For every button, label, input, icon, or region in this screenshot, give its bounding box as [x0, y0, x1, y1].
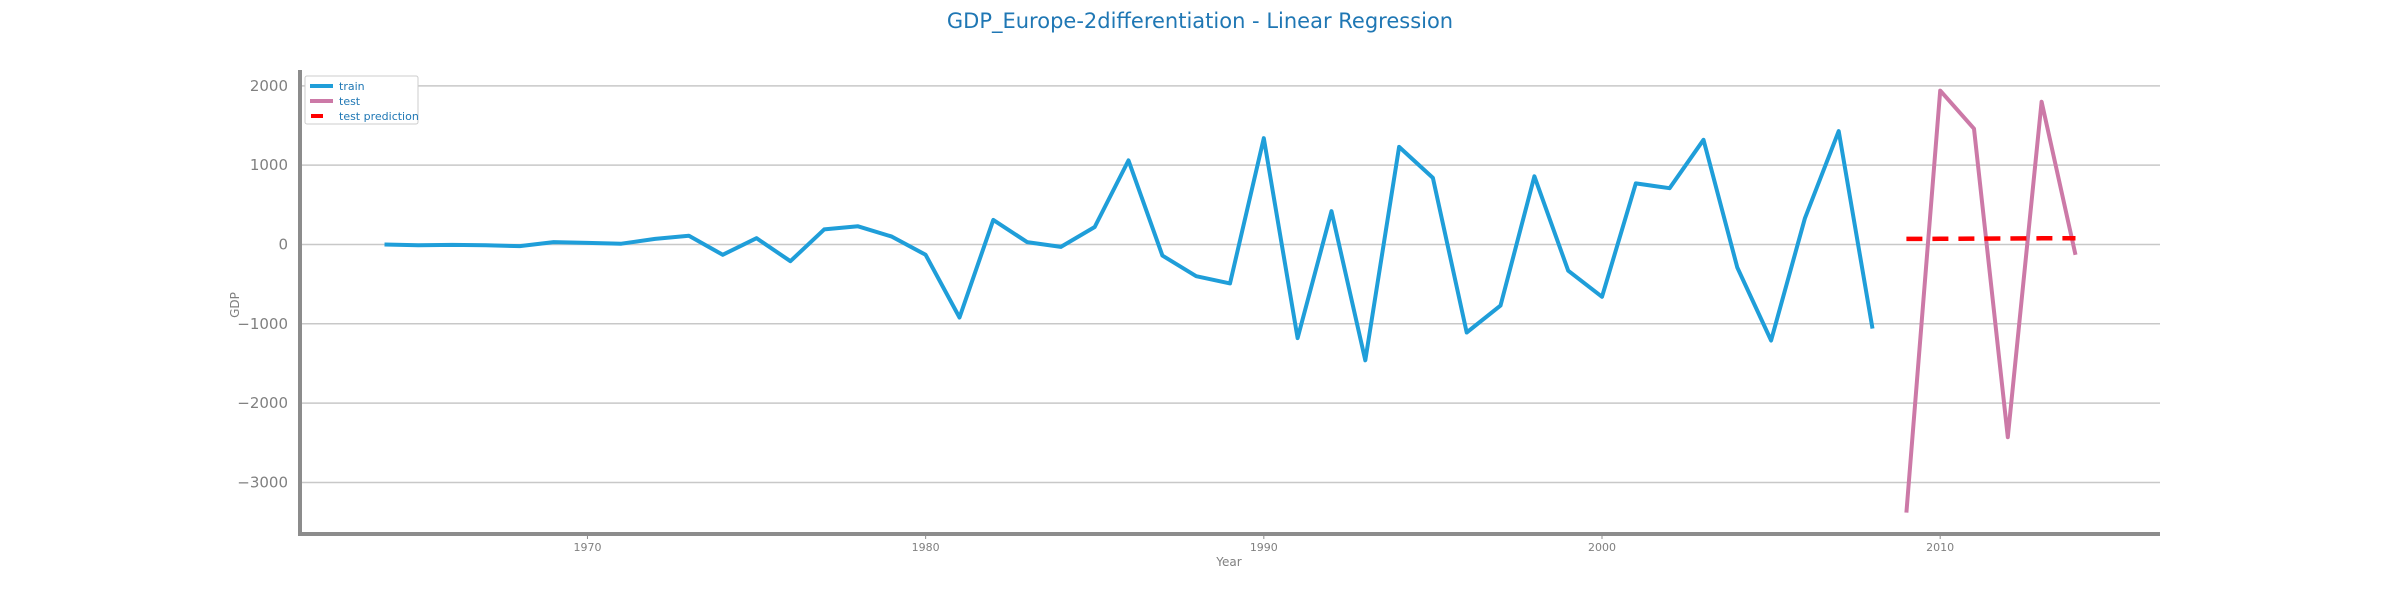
- x-tick-label: 1990: [1250, 541, 1278, 554]
- y-ticks: −3000 −2000 −1000 0 1000 2000: [237, 77, 288, 492]
- y-tick-label: 2000: [250, 77, 288, 95]
- axes: [298, 70, 2160, 536]
- y-tick-label: −3000: [237, 473, 288, 491]
- x-tick-label: 2000: [1588, 541, 1616, 554]
- legend: train test test prediction: [304, 75, 419, 125]
- legend-label: test prediction: [339, 110, 419, 123]
- legend-box: [304, 75, 419, 125]
- y-tick-label: 0: [278, 235, 288, 253]
- y-tick-label: −1000: [237, 315, 288, 333]
- legend-label: test: [339, 95, 361, 108]
- y-tick-label: 1000: [250, 156, 288, 174]
- y-axis-label: GDP: [228, 292, 242, 318]
- series-line-test: [1904, 88, 2078, 513]
- series-line-train: [384, 129, 1875, 363]
- x-tick-label: 1980: [912, 541, 940, 554]
- x-tick-label: 2010: [1926, 541, 1954, 554]
- x-axis-label: Year: [1215, 555, 1241, 569]
- chart-title: GDP_Europe-2differentiation - Linear Reg…: [947, 9, 1453, 34]
- legend-label: train: [339, 80, 365, 93]
- x-tick-label: 1970: [573, 541, 601, 554]
- series-lines: [384, 88, 2078, 513]
- y-tick-label: −2000: [237, 394, 288, 412]
- x-ticks: 1970 1980 1990 2000 2010: [573, 534, 1954, 554]
- series-line-test-prediction: [1906, 235, 2076, 242]
